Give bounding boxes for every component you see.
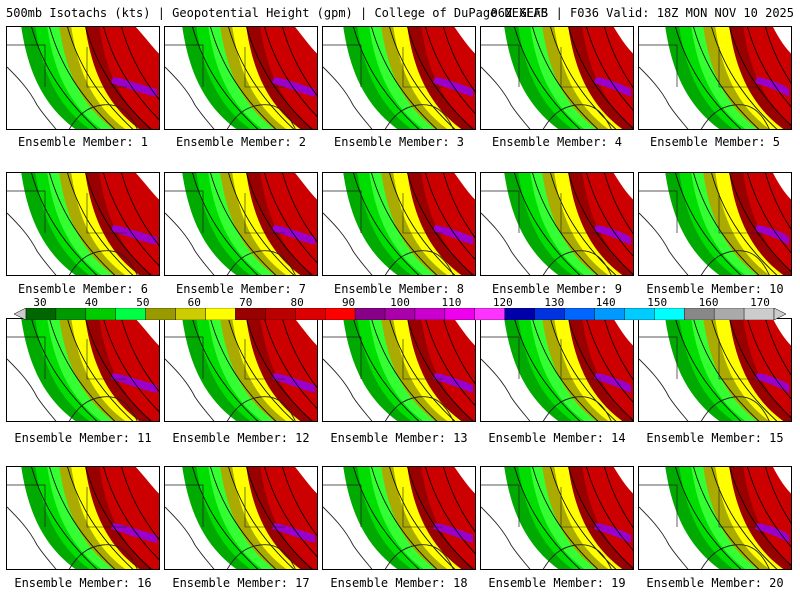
ensemble-member-13-caption: Ensemble Member: 13 (330, 431, 468, 445)
ensemble-member-18-caption: Ensemble Member: 18 (330, 576, 468, 590)
colorbar-tick-120: 120 (492, 296, 513, 309)
ensemble-member-5-map (638, 26, 792, 130)
colorbar-tick-130: 130 (544, 296, 565, 309)
colorbar-tick-150: 150 (647, 296, 668, 309)
ensemble-member-7-map (164, 172, 318, 276)
ensemble-member-20-map (638, 466, 792, 570)
colorbar-tick-160: 160 (698, 296, 719, 309)
ensemble-member-5-caption: Ensemble Member: 5 (649, 135, 781, 149)
ensemble-member-9-map (480, 172, 634, 276)
ensemble-member-1-map (6, 26, 160, 130)
colorbar-tick-90: 90 (341, 296, 356, 309)
ensemble-member-8-map (322, 172, 476, 276)
ensemble-member-18-map (322, 466, 476, 570)
ensemble-member-2-caption: Ensemble Member: 2 (175, 135, 307, 149)
colorbar-tick-60: 60 (187, 296, 201, 309)
ensemble-member-16-caption: Ensemble Member: 16 (14, 576, 152, 590)
colorbar-tick-40: 40 (84, 296, 99, 309)
ensemble-member-15-map (638, 318, 792, 422)
colorbar-tick-70: 70 (239, 296, 253, 309)
ensemble-member-17-caption: Ensemble Member: 17 (172, 576, 310, 590)
ensemble-member-3-map (322, 26, 476, 130)
ensemble-member-6-caption: Ensemble Member: 6 (17, 282, 149, 296)
ensemble-member-13-map (322, 318, 476, 422)
ensemble-member-19-map (480, 466, 634, 570)
ensemble-member-15-caption: Ensemble Member: 15 (646, 431, 784, 445)
ensemble-member-11-map (6, 318, 160, 422)
ensemble-member-1-caption: Ensemble Member: 1 (17, 135, 149, 149)
ensemble-member-12-map (164, 318, 318, 422)
ensemble-member-10-map (638, 172, 792, 276)
ensemble-member-7-caption: Ensemble Member: 7 (175, 282, 307, 296)
colorbar-tick-80: 80 (290, 296, 304, 309)
ensemble-member-10-caption: Ensemble Member: 10 (646, 282, 784, 296)
ensemble-member-3-caption: Ensemble Member: 3 (333, 135, 465, 149)
header-run-info: 06Z GEFS | F036 Valid: 18Z MON NOV 10 20… (490, 6, 794, 20)
ensemble-member-2-map (164, 26, 318, 130)
colorbar (14, 308, 786, 320)
header-title: 500mb Isotachs (kts) | Geopotential Heig… (6, 6, 548, 20)
colorbar-tick-170: 170 (750, 296, 770, 309)
colorbar-tick-30: 30 (33, 296, 47, 309)
ensemble-member-11-caption: Ensemble Member: 11 (14, 431, 152, 445)
colorbar-tick-100: 100 (390, 296, 410, 309)
ensemble-member-20-caption: Ensemble Member: 20 (646, 576, 784, 590)
ensemble-member-4-map (480, 26, 634, 130)
ensemble-member-19-caption: Ensemble Member: 19 (488, 576, 626, 590)
colorbar-labels: 30 40 50 60 70 80 90 100 110 120 130 140 150 160 170 (0, 296, 800, 310)
ensemble-member-8-caption: Ensemble Member: 8 (333, 282, 465, 296)
colorbar-tick-140: 140 (595, 296, 616, 309)
ensemble-member-14-caption: Ensemble Member: 14 (488, 431, 626, 445)
ensemble-member-4-caption: Ensemble Member: 4 (491, 135, 623, 149)
ensemble-member-14-map (480, 318, 634, 422)
ensemble-member-12-caption: Ensemble Member: 12 (172, 431, 310, 445)
ensemble-member-6-map (6, 172, 160, 276)
colorbar-tick-50: 50 (136, 296, 150, 309)
ensemble-member-16-map (6, 466, 160, 570)
ensemble-member-9-caption: Ensemble Member: 9 (491, 282, 623, 296)
colorbar-tick-110: 110 (441, 296, 462, 309)
ensemble-member-17-map (164, 466, 318, 570)
